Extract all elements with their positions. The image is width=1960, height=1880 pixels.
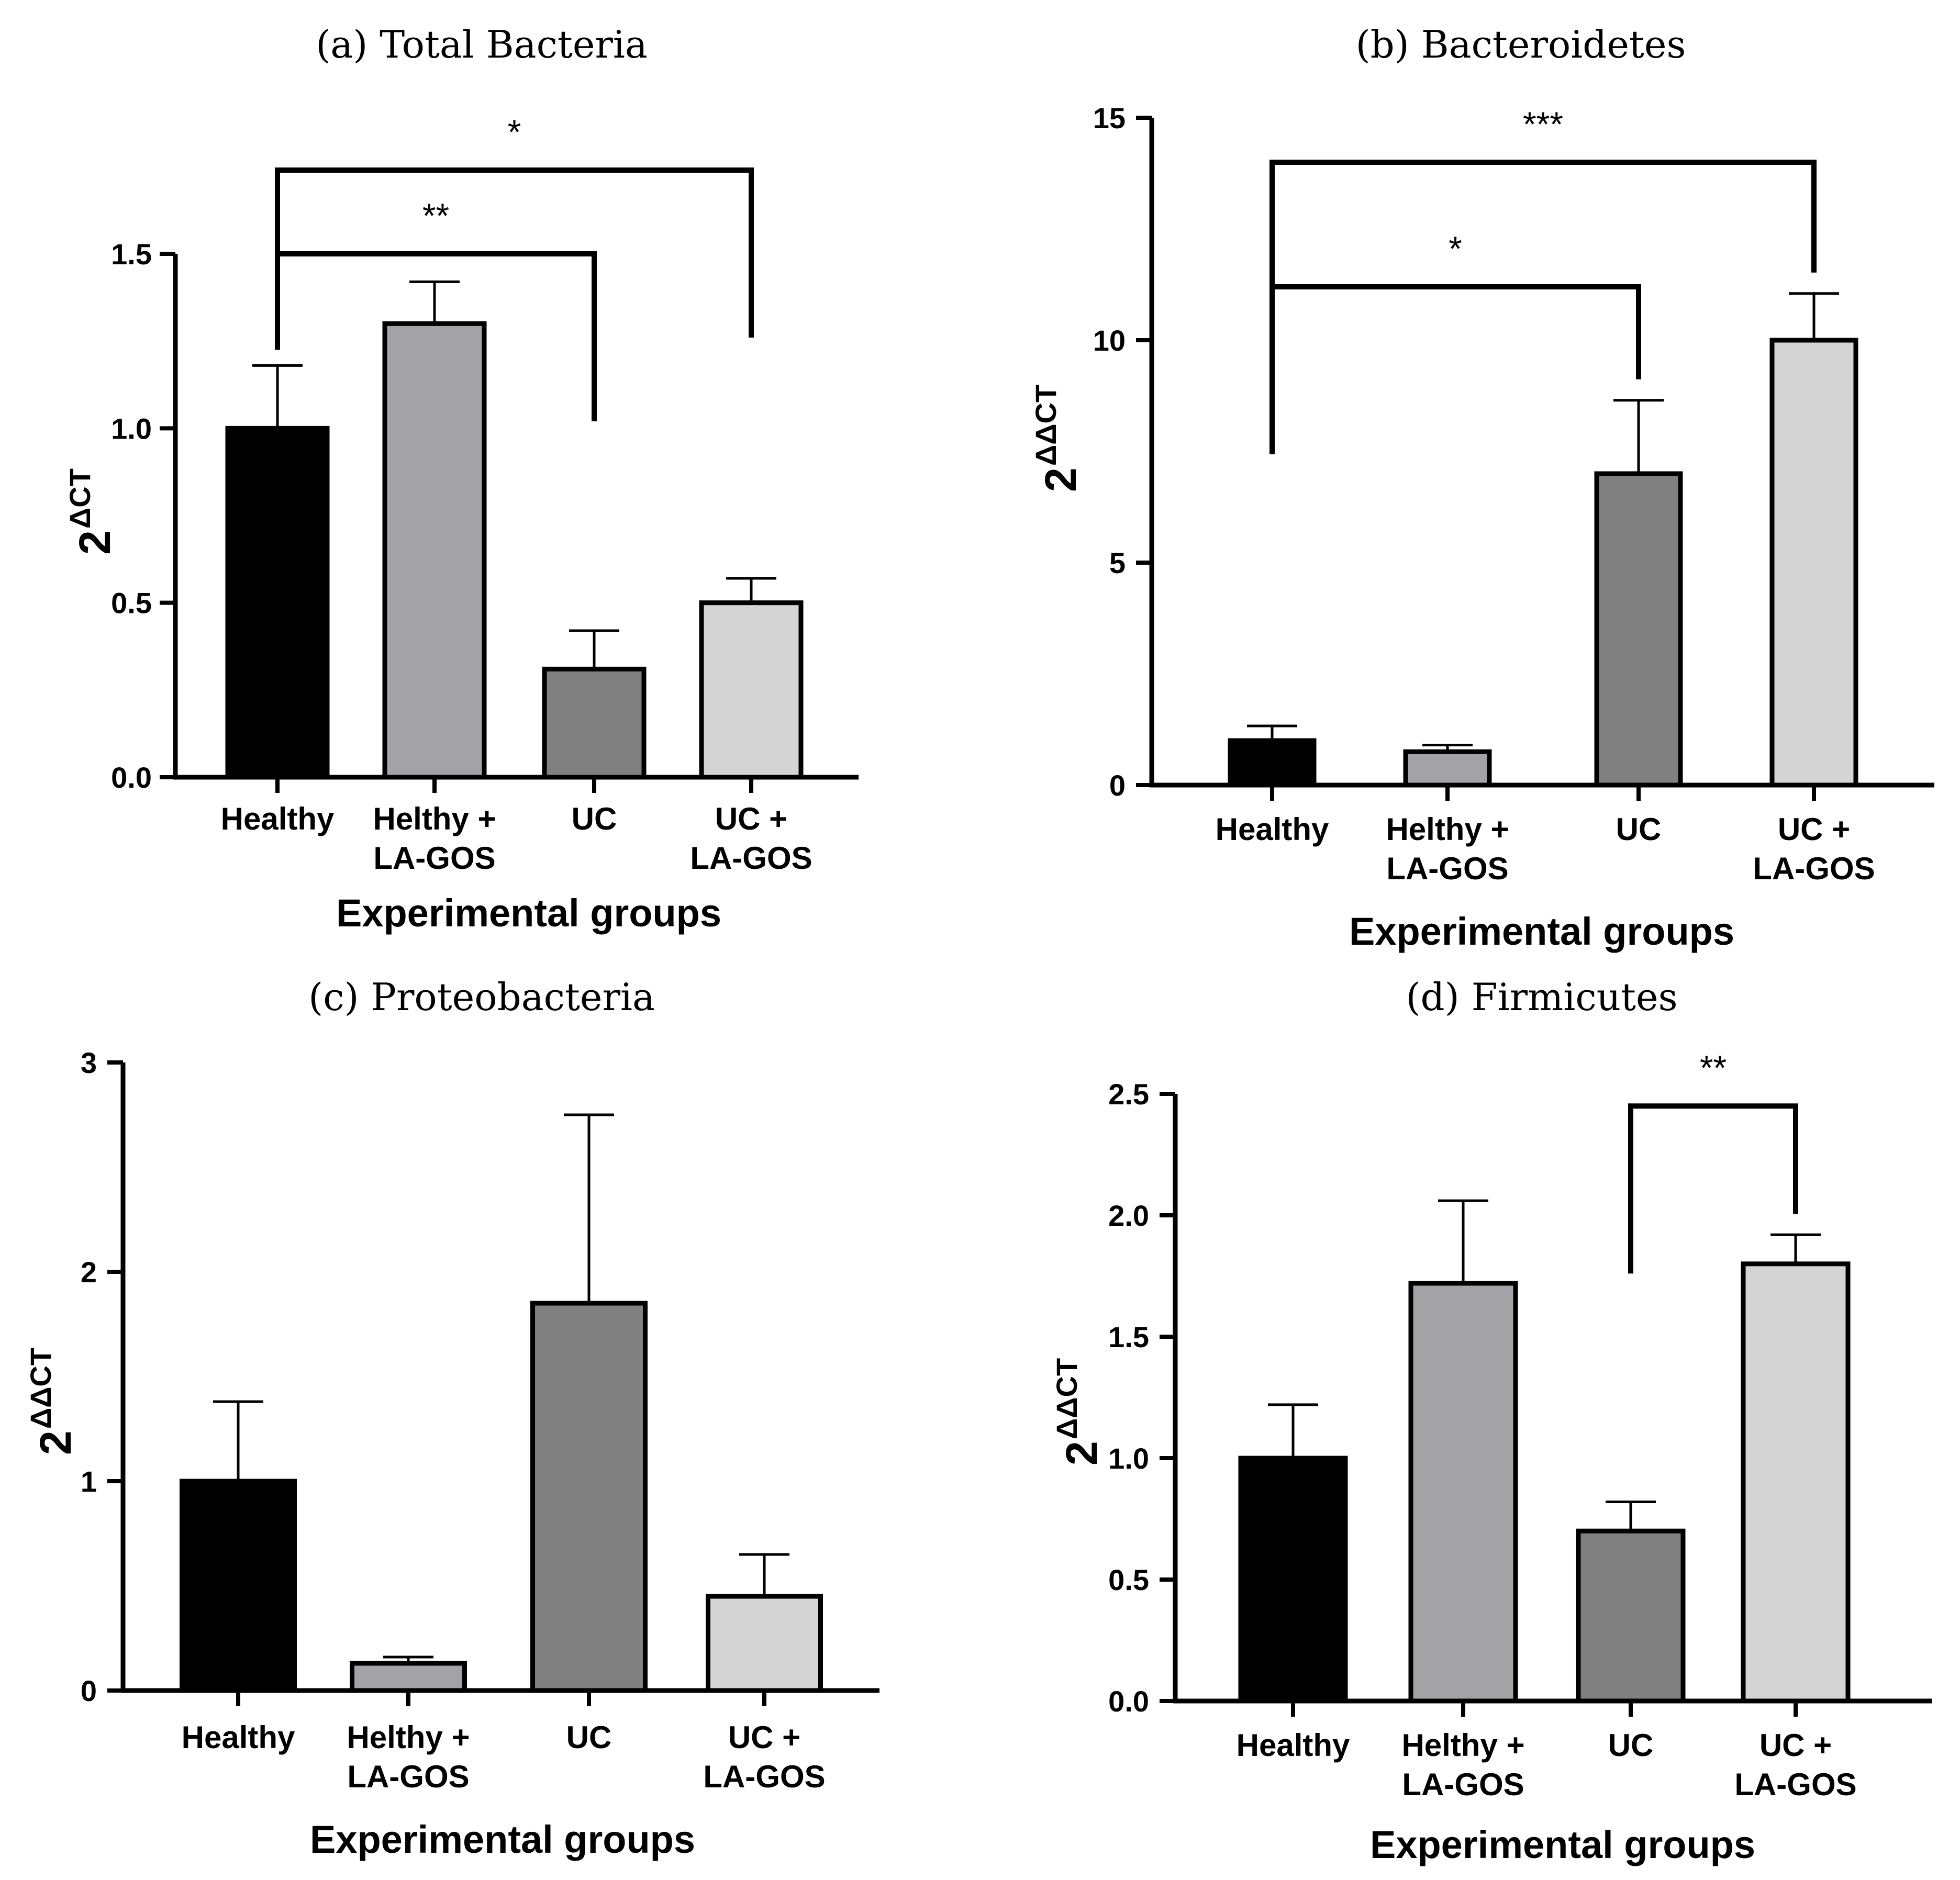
category-label: LA-GOS <box>1734 1767 1856 1802</box>
category-label: UC <box>1608 1728 1654 1763</box>
category-label: Helthy + <box>1386 812 1509 847</box>
y-tick-label: 1.0 <box>111 412 152 445</box>
category-label: LA-GOS <box>1386 851 1508 886</box>
bar-uc-la-gos <box>1769 338 1858 788</box>
category-label: LA-GOS <box>373 841 495 876</box>
significance-bracket <box>1628 1103 1798 1274</box>
bar-helthy-la-gos <box>1403 749 1492 788</box>
category-label: LA-GOS <box>703 1759 825 1794</box>
y-tick-label: 0.0 <box>111 761 152 794</box>
y-tick-label: 1 <box>81 1465 97 1498</box>
y-tick-label: 0.5 <box>1108 1563 1149 1596</box>
y-tick-label: 3 <box>81 1046 97 1079</box>
y-tick-label: 0.0 <box>1108 1685 1149 1718</box>
y-tick-label: 15 <box>1093 102 1126 135</box>
bar-healthy <box>1228 738 1317 788</box>
category-label: Helthy + <box>347 1720 470 1755</box>
y-tick-label: 1.5 <box>111 238 152 271</box>
panel-b-x-axis-title: Experimental groups <box>1349 910 1734 953</box>
y-axis-title-base: 2 <box>31 1430 80 1455</box>
bar-uc <box>1594 471 1683 788</box>
panel-bacteroidetes: (b) Bacteroidetes Experimental groups 0 5… <box>1029 23 1934 953</box>
category-label: Helthy + <box>373 801 496 836</box>
bar-healthy <box>225 426 330 780</box>
bar-uc <box>530 1301 648 1693</box>
category-label: Healthy <box>1216 812 1329 847</box>
bar-uc-la-gos <box>699 600 804 780</box>
category-label: UC + <box>728 1720 800 1755</box>
panel-firmicutes: (d) Firmicutes Experimental groups 0.0 0.… <box>1050 975 1932 1866</box>
panel-a-title: (a) Total Bacteria <box>316 23 648 66</box>
y-tick-label: 10 <box>1093 324 1126 357</box>
y-axis-title-superscript: ΔΔCT <box>24 1348 57 1429</box>
significance-bracket <box>1269 160 1817 330</box>
category-label: Helthy + <box>1401 1728 1524 1763</box>
bar-uc-la-gos <box>1741 1261 1851 1704</box>
bar-helthy-la-gos <box>350 1661 467 1693</box>
panel-d-title: (d) Firmicutes <box>1406 975 1677 1019</box>
bar-uc-la-gos <box>706 1594 823 1693</box>
panel-total-bacteria: (a) Total Bacteria Experimental groups 0… <box>63 23 859 935</box>
significance-bracket <box>1269 284 1641 454</box>
category-label: LA-GOS <box>347 1759 469 1794</box>
category-label: UC + <box>1778 812 1850 847</box>
bar-healthy <box>1238 1456 1348 1704</box>
y-tick-label: 1.5 <box>1108 1321 1149 1353</box>
category-label: LA-GOS <box>1753 851 1875 886</box>
panel-d-x-axis-title: Experimental groups <box>1370 1823 1755 1866</box>
category-label: UC + <box>715 801 787 836</box>
category-label: UC <box>572 801 617 836</box>
panel-proteobacteria: (c) Proteobacteria Experimental groups 0… <box>24 975 879 1861</box>
y-tick-label: 2.5 <box>1108 1078 1149 1111</box>
significance-label: *** <box>1523 105 1563 143</box>
panel-c-title: (c) Proteobacteria <box>308 975 655 1019</box>
y-axis-title-superscript: ΔΔCT <box>1050 1358 1083 1439</box>
y-tick-label: 0 <box>81 1674 97 1707</box>
category-label: Healthy <box>1237 1728 1350 1763</box>
y-axis-title-base: 2 <box>1057 1441 1106 1465</box>
y-tick-label: 2.0 <box>1108 1199 1149 1232</box>
category-label: LA-GOS <box>1402 1767 1524 1802</box>
bar-uc <box>1576 1528 1686 1704</box>
category-label: LA-GOS <box>690 841 812 876</box>
bar-uc <box>542 666 647 780</box>
y-axis-title-base: 2 <box>70 530 119 555</box>
significance-label: * <box>508 113 521 151</box>
y-axis-title-base: 2 <box>1036 467 1085 492</box>
category-label: UC <box>1616 812 1662 847</box>
category-label: UC <box>566 1720 612 1755</box>
category-label: UC + <box>1759 1728 1832 1763</box>
category-label: Healthy <box>221 801 335 836</box>
y-tick-label: 5 <box>1109 546 1126 579</box>
y-tick-label: 1.0 <box>1108 1442 1149 1475</box>
panel-a-x-axis-title: Experimental groups <box>336 891 721 935</box>
y-axis-title-superscript: ΔΔCT <box>1029 385 1062 466</box>
y-tick-label: 0 <box>1109 769 1126 802</box>
panel-c-x-axis-title: Experimental groups <box>310 1818 695 1861</box>
bar-helthy-la-gos <box>382 321 487 780</box>
bar-helthy-la-gos <box>1408 1281 1518 1704</box>
significance-bracket <box>275 167 754 338</box>
category-label: Healthy <box>182 1720 295 1755</box>
significance-label: * <box>1449 229 1462 268</box>
significance-label: ** <box>1700 1048 1727 1087</box>
y-axis-title-superscript: ΔCT <box>63 468 96 529</box>
significance-label: ** <box>422 196 449 235</box>
panel-b-title: (b) Bacteroidetes <box>1356 23 1686 66</box>
bar-healthy <box>180 1479 297 1693</box>
y-tick-label: 0.5 <box>111 587 152 620</box>
y-tick-label: 2 <box>81 1256 97 1289</box>
